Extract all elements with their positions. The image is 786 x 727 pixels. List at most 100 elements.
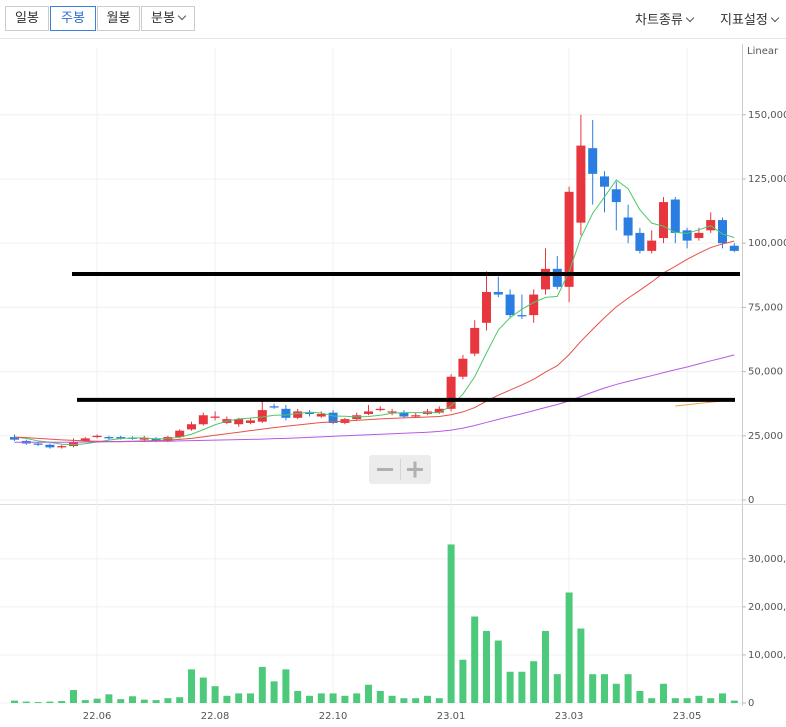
x-tick-label: 22.10 xyxy=(319,711,348,722)
volume-bar xyxy=(341,695,349,703)
candle-body xyxy=(116,437,126,439)
candle-body xyxy=(187,424,196,430)
volume-bar xyxy=(601,674,608,703)
volume-bar xyxy=(577,628,585,703)
volume-bar xyxy=(70,690,77,703)
volume-bar xyxy=(188,669,195,703)
volume-bar xyxy=(117,699,125,703)
candle-body xyxy=(293,411,303,418)
volume-bar xyxy=(247,693,254,703)
y-tick-label: 150,000 xyxy=(748,110,786,121)
candle-body xyxy=(659,202,668,239)
volume-bar xyxy=(565,592,573,703)
volume-bar xyxy=(176,697,184,703)
candle-body xyxy=(281,408,291,418)
candle-body xyxy=(69,442,78,447)
volume-bar xyxy=(542,630,549,703)
zoom-control[interactable] xyxy=(369,455,431,484)
label: 지표설정 xyxy=(720,13,768,28)
candle-body xyxy=(729,245,739,251)
volume-bar xyxy=(388,695,396,703)
candle-body xyxy=(552,268,562,287)
y-tick-label: 20,000,000 xyxy=(748,602,786,613)
volume-bar xyxy=(211,686,219,703)
volume-bar xyxy=(683,698,691,703)
candle-body xyxy=(635,232,645,251)
candle-body xyxy=(517,315,527,317)
candle-body xyxy=(139,437,149,440)
candle-body xyxy=(375,408,385,411)
moving-average xyxy=(14,240,735,442)
y-tick-label: 75,000 xyxy=(748,302,783,313)
candle-body xyxy=(470,327,480,354)
volume-bar xyxy=(282,669,290,703)
candle-body xyxy=(694,232,704,239)
volume-bar xyxy=(199,677,207,703)
candle-body xyxy=(611,189,621,203)
candle-body xyxy=(529,294,539,316)
volume-bar xyxy=(518,671,526,703)
volume-bar xyxy=(258,666,266,703)
period-button[interactable]: 일봉 xyxy=(5,6,49,31)
y-tick-label: 0 xyxy=(748,495,754,506)
candle-body xyxy=(10,437,19,440)
moving-average xyxy=(14,179,735,446)
volume-bar xyxy=(58,701,66,703)
candle-body xyxy=(246,420,255,423)
volume-bar xyxy=(223,695,231,703)
volume-bar xyxy=(317,693,325,703)
y-tick-label: 100,000 xyxy=(748,238,786,249)
volume-bar xyxy=(353,693,361,703)
candle-body xyxy=(434,408,444,413)
x-tick-label: 22.08 xyxy=(201,711,230,722)
y-tick-label: 30,000,000 xyxy=(748,554,786,565)
x-tick-label: 23.03 xyxy=(555,711,584,722)
toolbar: 일봉 주봉 월봉 분봉 차트종류 지표설정 xyxy=(0,0,786,38)
volume-bar xyxy=(34,702,42,703)
candle-body xyxy=(269,406,279,408)
candle-body xyxy=(564,191,574,287)
volume-bar xyxy=(707,698,715,703)
volume-bar xyxy=(483,630,490,703)
label: 분봉 xyxy=(151,11,175,26)
candle-body xyxy=(305,412,314,414)
period-button[interactable]: 월봉 xyxy=(97,6,140,31)
volume-bar xyxy=(636,690,644,703)
candle-body xyxy=(92,435,102,438)
moving-average xyxy=(14,354,735,443)
volume-bar xyxy=(589,674,597,703)
label: 차트종류 xyxy=(635,13,683,28)
volume-bar xyxy=(81,700,89,703)
volume-bar xyxy=(93,698,101,703)
period-button[interactable]: 분봉 xyxy=(141,6,195,31)
volume-bar xyxy=(506,671,514,703)
y-tick-label: 10,000,000 xyxy=(748,650,786,661)
candle-body xyxy=(57,446,67,448)
volume-bar xyxy=(530,661,538,703)
y-tick-label: 0 xyxy=(748,698,754,709)
candle-body xyxy=(316,413,326,417)
candle-body xyxy=(210,416,220,418)
candle-body xyxy=(493,291,503,295)
period-button[interactable]: 주봉 xyxy=(50,6,96,31)
candle-body xyxy=(600,176,609,187)
y-tick-label: 125,000 xyxy=(748,174,786,185)
menu[interactable]: 차트종류 xyxy=(635,9,695,28)
x-tick-label: 23.05 xyxy=(673,711,702,722)
candle-body xyxy=(718,220,727,244)
volume-bar xyxy=(612,683,620,703)
menu[interactable]: 지표설정 xyxy=(720,9,780,28)
volume-bar xyxy=(553,674,561,703)
volume-bar xyxy=(235,693,243,703)
candle-body xyxy=(364,411,373,414)
volume-bar xyxy=(11,700,18,703)
candle-body xyxy=(198,415,208,425)
volume-bar xyxy=(471,616,479,703)
volume-bar xyxy=(294,690,302,703)
candle-body xyxy=(234,419,244,425)
volume-bar xyxy=(270,681,278,703)
volume-bar xyxy=(412,698,420,703)
y-tick-label: 50,000 xyxy=(748,367,783,378)
candle-body xyxy=(541,268,550,290)
volume-bar xyxy=(447,544,455,703)
